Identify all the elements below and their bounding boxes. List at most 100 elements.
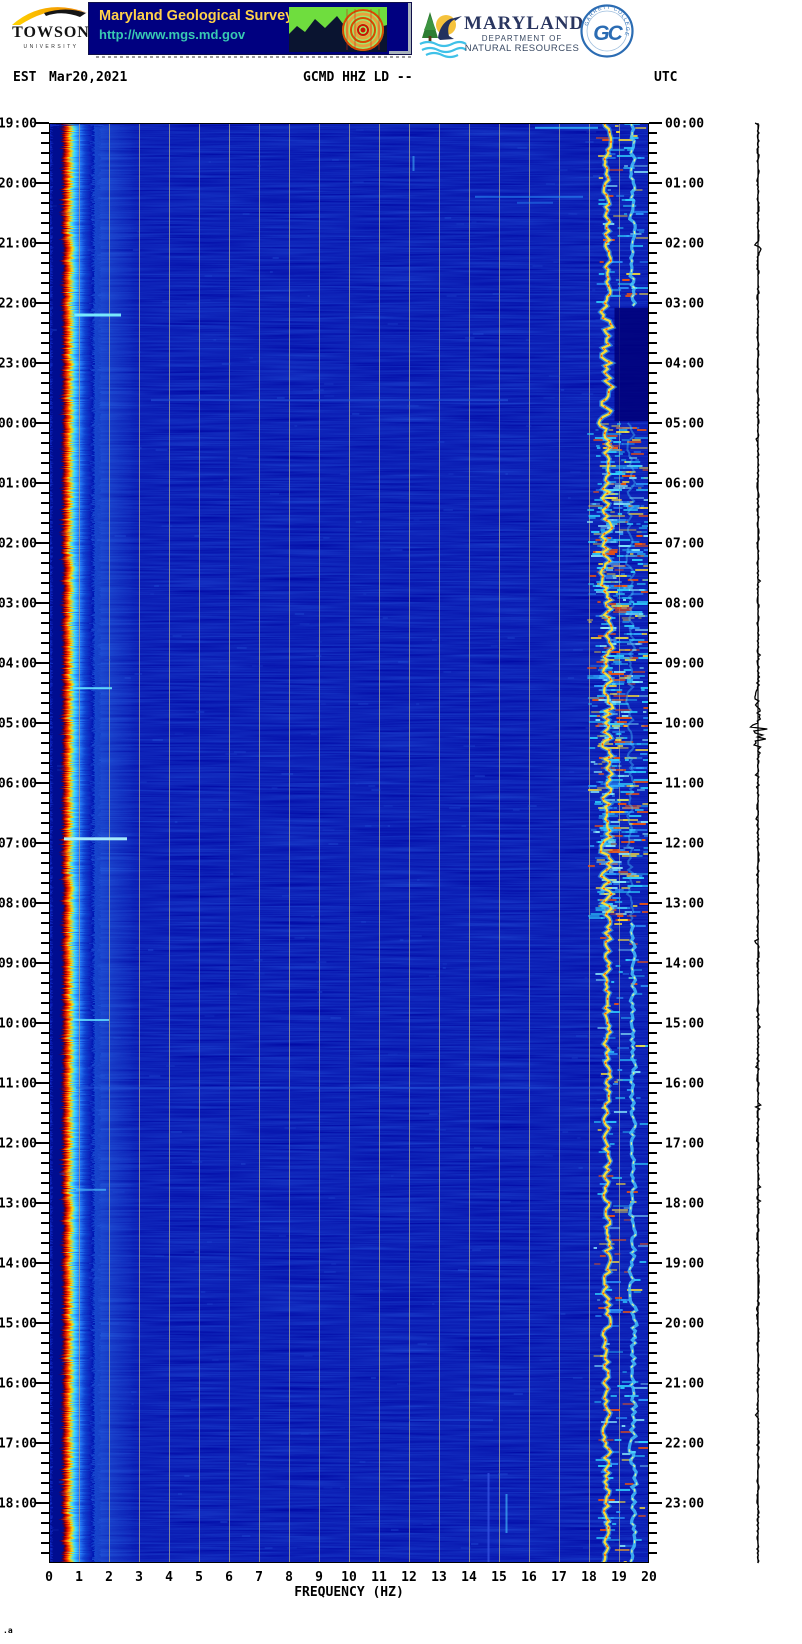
freq-axis-tick-label: 18	[581, 1570, 597, 1585]
left-axis-label: 13:00	[0, 1197, 37, 1212]
left-axis-label: 17:00	[0, 1437, 37, 1452]
freq-axis-tick-label: 0	[45, 1570, 53, 1585]
mgs-banner-shadow	[96, 56, 412, 58]
towson-logo[interactable]: TOWSON UNIVERSITY	[8, 4, 94, 56]
dnr-maryland-text: MARYLAND	[464, 13, 585, 34]
freq-axis-tick-label: 13	[431, 1570, 447, 1585]
mgs-mountain-seismic-art	[289, 7, 387, 52]
freq-axis-tick-label: 6	[225, 1570, 233, 1585]
left-axis-label: 04:00	[0, 657, 37, 672]
freq-axis-tick-label: 4	[165, 1570, 173, 1585]
gc-monogram: GC	[593, 22, 623, 45]
date-label: Mar20,2021	[49, 70, 128, 85]
right-axis-label: 20:00	[665, 1317, 704, 1332]
right-axis-label: 22:00	[665, 1437, 704, 1452]
freq-axis-tick-label: 19	[611, 1570, 627, 1585]
freq-axis-tick-label: 20	[641, 1570, 657, 1585]
freq-axis-tick-label: 1	[75, 1570, 83, 1585]
mgs-banner-url[interactable]: http://www.mgs.md.gov	[99, 27, 246, 42]
right-axis-label: 02:00	[665, 237, 704, 252]
mgs-banner-textblock: Maryland Geological Survey http://www.mg…	[99, 8, 293, 42]
right-axis-label: 09:00	[665, 657, 704, 672]
freq-axis-tick-label: 12	[401, 1570, 417, 1585]
left-axis-label: 19:00	[0, 117, 37, 132]
background-speckles	[49, 129, 615, 1553]
right-axis-label: 14:00	[665, 957, 704, 972]
freq-axis-tick-label: 14	[461, 1570, 477, 1585]
dnr-department-text: DEPARTMENT OF	[481, 34, 563, 43]
left-axis-label: 07:00	[0, 837, 37, 852]
spectrogram	[49, 123, 649, 1563]
dnr-logo[interactable]: MARYLAND DEPARTMENT OF NATURAL RESOURCES	[418, 6, 585, 62]
left-axis-label: 00:00	[0, 417, 37, 432]
timezone-left-label: EST	[13, 70, 37, 85]
dnr-textblock: MARYLAND DEPARTMENT OF NATURAL RESOURCES	[464, 13, 585, 54]
freq-axis-tick-label: 5	[195, 1570, 203, 1585]
freq-axis-tick-label: 11	[371, 1570, 387, 1585]
station-title: GCMD HHZ LD --	[303, 70, 413, 85]
right-axis-label: 16:00	[665, 1077, 704, 1092]
tone-19-4hz-early	[627, 123, 638, 308]
timezone-right-label: UTC	[654, 70, 678, 85]
event-streaks	[64, 126, 607, 1563]
left-axis-label: 23:00	[0, 357, 37, 372]
right-axis-label: 17:00	[665, 1137, 704, 1152]
freq-axis-tick-label: 7	[255, 1570, 263, 1585]
tone-19-4hz-mid	[624, 422, 637, 922]
left-axis-label: 14:00	[0, 1257, 37, 1272]
freq-axis-title: FREQUENCY (HZ)	[294, 1585, 404, 1600]
left-axis-label: 01:00	[0, 477, 37, 492]
left-axis-label: 05:00	[0, 717, 37, 732]
mgs-banner-title: Maryland Geological Survey	[99, 8, 294, 24]
garrett-college-logo[interactable]: GARRETT COLLEGE GC	[580, 4, 634, 58]
right-axis-label: 06:00	[665, 477, 704, 492]
right-axis-label: 11:00	[665, 777, 704, 792]
right-axis-label: 10:00	[665, 717, 704, 732]
towson-university-text: UNIVERSITY	[23, 44, 79, 50]
time-tick-marks	[36, 122, 662, 1554]
microseism-band	[49, 123, 135, 1563]
right-axis-label: 05:00	[665, 417, 704, 432]
corner-mark: .a	[3, 1626, 13, 1635]
tone-19-4hz-late	[627, 921, 639, 1563]
left-axis-label: 22:00	[0, 297, 37, 312]
right-axis-label: 07:00	[665, 537, 704, 552]
freq-axis-tick-label: 2	[105, 1570, 113, 1585]
left-axis-label: 20:00	[0, 177, 37, 192]
left-axis-label: 11:00	[0, 1077, 37, 1092]
tone-18-6hz	[595, 123, 618, 1563]
dnr-heron-icon	[419, 12, 467, 59]
right-axis-label: 00:00	[665, 117, 704, 132]
right-axis-label: 03:00	[665, 297, 704, 312]
plot-title-row: EST Mar20,2021 GCMD HHZ LD -- UTC	[0, 70, 802, 86]
freq-axis-tick-label: 15	[491, 1570, 507, 1585]
left-axis-label: 09:00	[0, 957, 37, 972]
right-axis-label: 18:00	[665, 1197, 704, 1212]
plot-border	[49, 123, 649, 1563]
left-axis-label: 02:00	[0, 537, 37, 552]
freq-axis-tick-label: 16	[521, 1570, 537, 1585]
helicorder-trace	[749, 122, 768, 1564]
left-axis-label: 06:00	[0, 777, 37, 792]
mgs-banner-endcap	[389, 3, 411, 54]
freq-axis-tick-label: 9	[315, 1570, 323, 1585]
freq-axis-tick-label: 8	[285, 1570, 293, 1585]
left-axis-label: 18:00	[0, 1497, 37, 1512]
towson-wordmark: TOWSON	[12, 24, 90, 41]
towson-swoosh-icon	[12, 7, 88, 25]
freq-axis-tick-label: 10	[341, 1570, 357, 1585]
right-axis-label: 23:00	[665, 1497, 704, 1512]
dnr-resources-text: NATURAL RESOURCES	[464, 43, 580, 54]
left-axis-label: 15:00	[0, 1317, 37, 1332]
right-axis-label: 13:00	[665, 897, 704, 912]
left-axis-label: 16:00	[0, 1377, 37, 1392]
left-axis-label: 21:00	[0, 237, 37, 252]
mgs-banner-link[interactable]: Maryland Geological Survey http://www.mg…	[88, 2, 412, 55]
freq-axis-tick-label: 3	[135, 1570, 143, 1585]
right-axis-label: 15:00	[665, 1017, 704, 1032]
right-axis-label: 01:00	[665, 177, 704, 192]
quiet-patch	[614, 307, 649, 422]
left-axis-label: 08:00	[0, 897, 37, 912]
